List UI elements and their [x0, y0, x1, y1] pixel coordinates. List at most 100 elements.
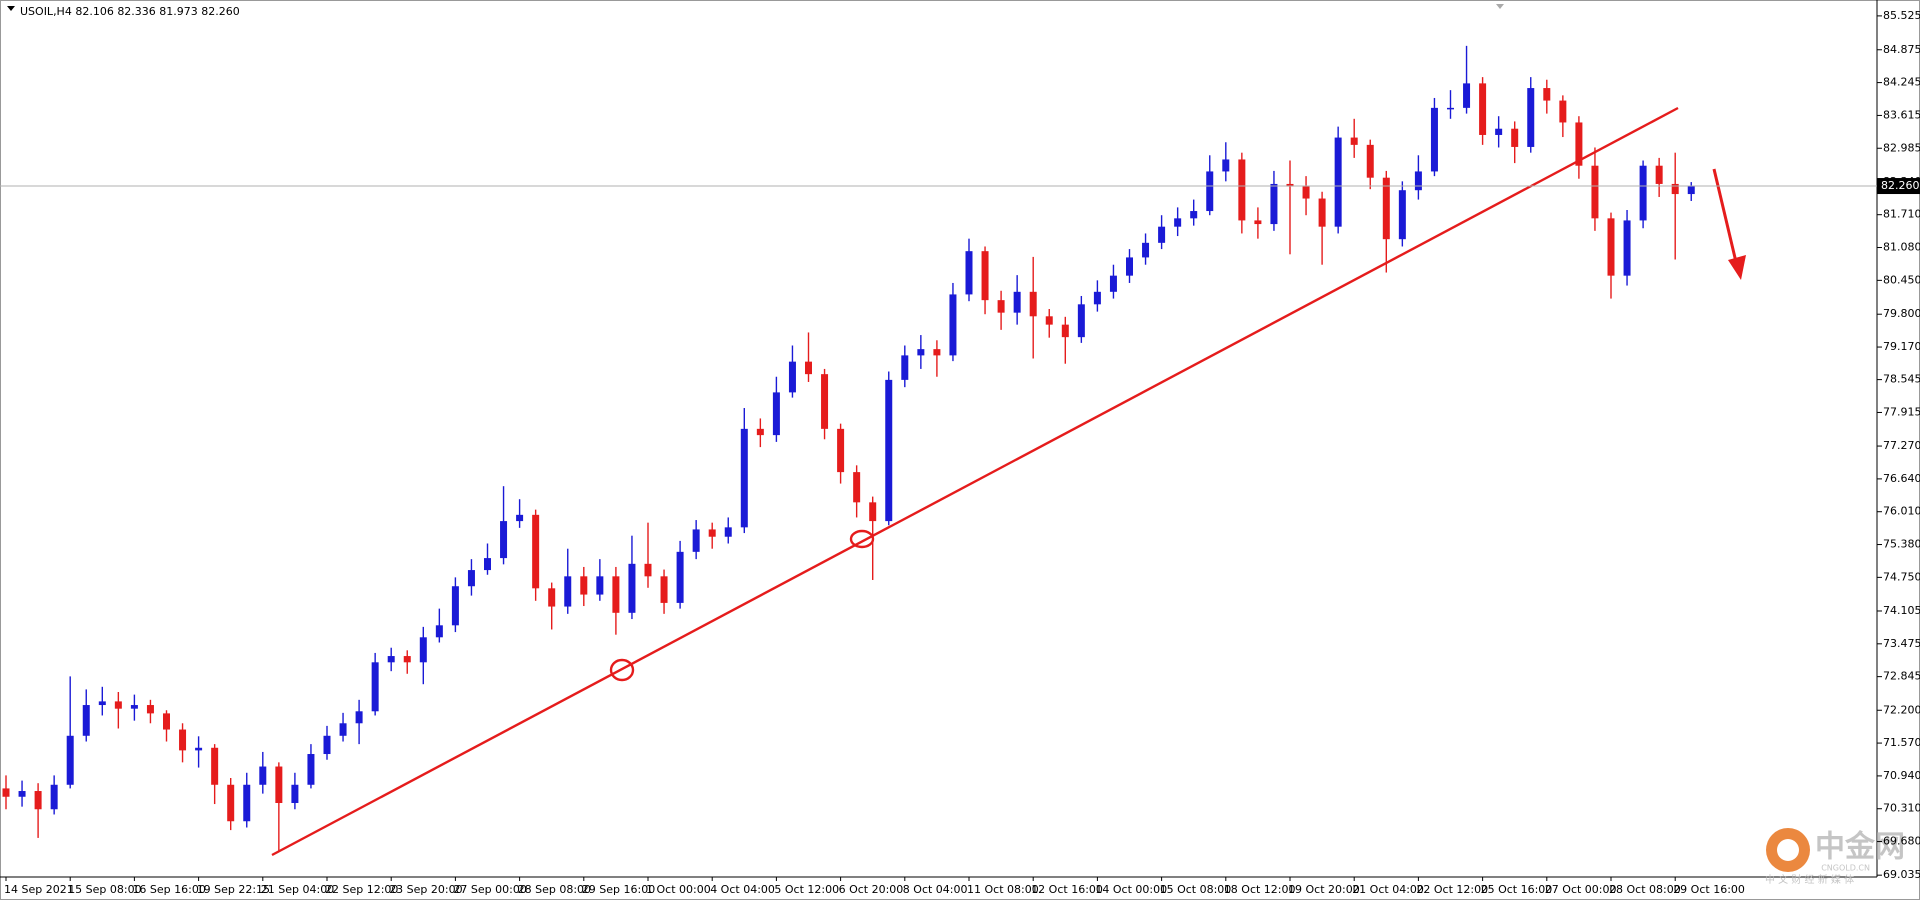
- candle-body: [307, 754, 315, 785]
- x-tick-label: 22 Sep 12:00: [325, 883, 398, 896]
- candle-body: [1463, 83, 1471, 108]
- candle-body: [869, 502, 877, 522]
- y-tick-label: 74.750: [1883, 570, 1920, 583]
- y-tick-label: 85.525: [1883, 9, 1920, 22]
- candle-body: [805, 361, 812, 375]
- candle-body: [1639, 165, 1647, 221]
- candle-body: [179, 729, 187, 751]
- candle-body: [243, 784, 251, 822]
- candle-body: [1479, 83, 1487, 135]
- candle-body: [1350, 137, 1358, 145]
- candle-body: [1607, 218, 1615, 276]
- touch-circle: [609, 658, 635, 682]
- candle-body: [1527, 88, 1535, 147]
- candle-body: [98, 701, 106, 706]
- candle-body: [1206, 171, 1214, 212]
- candle-body: [628, 563, 636, 613]
- candle-body: [821, 374, 829, 429]
- candle-body: [1029, 291, 1037, 317]
- candle-body: [1414, 171, 1422, 191]
- candle-body: [1382, 177, 1390, 240]
- x-tick-label: 15 Oct 08:00: [1160, 883, 1232, 896]
- x-tick-label: 21 Oct 04:00: [1352, 883, 1424, 896]
- y-tick-label: 84.875: [1883, 43, 1920, 56]
- candle-body: [1158, 226, 1166, 243]
- candle-body: [1109, 275, 1117, 292]
- candle-body: [1270, 183, 1278, 225]
- candle-body: [981, 251, 989, 301]
- candle-body: [467, 570, 475, 587]
- x-tick-label: 12 Oct 16:00: [1031, 883, 1103, 896]
- candle-body: [419, 637, 427, 663]
- y-tick-label: 71.570: [1883, 736, 1920, 749]
- candle-body: [564, 576, 572, 607]
- candle-body: [532, 514, 540, 589]
- candle-body: [917, 349, 925, 356]
- x-tick-label: 1 Oct 00:00: [646, 883, 711, 896]
- candle-body: [1447, 107, 1454, 110]
- scroll-marker[interactable]: [1496, 4, 1504, 9]
- arrow-head: [1728, 255, 1746, 280]
- candle-body: [1591, 165, 1599, 219]
- y-tick-label: 73.475: [1883, 637, 1920, 650]
- candle-body: [708, 529, 716, 537]
- candle-body: [788, 361, 796, 393]
- candle-body: [1687, 186, 1695, 195]
- candle-body: [756, 428, 764, 436]
- candle-body: [740, 428, 748, 528]
- candle-body: [1366, 144, 1374, 178]
- candle-body: [114, 701, 122, 709]
- candle-body: [596, 576, 604, 595]
- y-tick-label: 74.105: [1883, 604, 1920, 617]
- candle-body: [339, 723, 347, 736]
- candle-body: [1254, 220, 1262, 225]
- watermark-slogan: 中 文 财 经 新 媒 体: [1765, 873, 1854, 886]
- y-tick-label: 76.640: [1883, 472, 1920, 485]
- y-tick-label: 70.310: [1883, 802, 1920, 815]
- x-tick-label: 28 Oct 08:00: [1609, 883, 1681, 896]
- candle-body: [34, 791, 42, 810]
- candle-body: [435, 625, 443, 638]
- candle-body: [901, 355, 909, 380]
- candle-body: [291, 784, 299, 804]
- candle-body: [724, 527, 732, 537]
- x-tick-label: 27 Oct 00:00: [1545, 883, 1617, 896]
- candle-body: [548, 588, 556, 607]
- candle-body: [1495, 128, 1503, 135]
- x-tick-label: 23 Sep 20:00: [389, 883, 462, 896]
- y-tick-label: 82.985: [1883, 141, 1920, 154]
- candles: [2, 45, 1695, 851]
- candle-body: [1575, 122, 1583, 166]
- candle-body: [195, 747, 203, 751]
- y-tick-label: 80.450: [1883, 273, 1920, 286]
- x-tick-label: 21 Sep 04:00: [261, 883, 334, 896]
- x-tick-label: 19 Sep 22:15: [197, 883, 270, 896]
- candle-body: [1559, 100, 1567, 123]
- x-tick-label: 25 Oct 16:00: [1481, 883, 1553, 896]
- chart-title: USOIL,H4 82.106 82.336 81.973 82.260: [20, 5, 240, 18]
- last-price-label: 82.260: [1881, 179, 1920, 192]
- x-tick-label: 29 Oct 16:00: [1673, 883, 1745, 896]
- candle-body: [1238, 159, 1246, 221]
- candle-body: [1013, 291, 1021, 313]
- x-tick-label: 11 Oct 08:00: [967, 883, 1039, 896]
- x-tick-label: 8 Oct 04:00: [903, 883, 968, 896]
- y-tick-label: 77.915: [1883, 405, 1920, 418]
- candle-body: [130, 705, 138, 709]
- candle-body: [1655, 165, 1663, 184]
- candle-body: [933, 349, 941, 356]
- y-tick-label: 83.615: [1883, 108, 1920, 121]
- candle-body: [275, 766, 283, 804]
- last-price-box: [1877, 178, 1920, 195]
- x-tick-label: 27 Sep 00:00: [453, 883, 526, 896]
- candle-body: [227, 784, 235, 822]
- symbol-menu-icon[interactable]: [7, 6, 15, 11]
- candle-body: [82, 705, 90, 736]
- candle-body: [146, 705, 154, 714]
- candle-body: [580, 576, 588, 595]
- watermark-domain: CNGOLD.CN: [1821, 864, 1870, 873]
- candle-body: [1398, 190, 1406, 240]
- candle-body: [163, 713, 170, 730]
